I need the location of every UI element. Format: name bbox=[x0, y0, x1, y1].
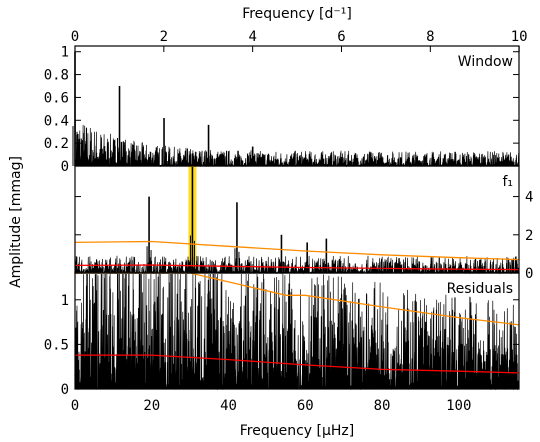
x-top-tick-label-4: 8 bbox=[426, 29, 434, 45]
spectrum-trace bbox=[74, 255, 520, 275]
x-bottom-tick-label-3: 60 bbox=[297, 398, 314, 414]
panel-frame-3 bbox=[74, 272, 520, 390]
x-top-tick-label-3: 6 bbox=[337, 29, 345, 45]
panel-label-2: f₁ bbox=[502, 174, 513, 190]
x-top-tick-label-5: 10 bbox=[511, 29, 528, 45]
spectrum-trace bbox=[74, 119, 520, 168]
y-tick-label-3-0: 0 bbox=[61, 382, 69, 398]
y-tick-right-label-2-0: 0 bbox=[525, 266, 533, 282]
x-top-tick-label-2: 4 bbox=[248, 29, 256, 45]
x-bottom-tick-label-0: 0 bbox=[71, 398, 79, 414]
x-bottom-tick-label-5: 100 bbox=[446, 398, 471, 414]
y-tick-label-3-1: 0.5 bbox=[44, 337, 69, 353]
y-tick-label-1-0: 0 bbox=[61, 159, 69, 175]
y-tick-right-label-2-2: 4 bbox=[525, 190, 533, 206]
x-bottom-tick-label-4: 80 bbox=[374, 398, 391, 414]
x-bottom-tick-label-2: 40 bbox=[220, 398, 237, 414]
detection-threshold-curve bbox=[74, 240, 520, 261]
panel-2 bbox=[74, 166, 520, 275]
x-bottom-tick-label-1: 20 bbox=[143, 398, 160, 414]
y-tick-label-1-1: 0.2 bbox=[44, 136, 69, 152]
y-tick-label-1-5: 1 bbox=[61, 45, 69, 61]
y-tick-label-1-4: 0.8 bbox=[44, 68, 69, 84]
panel-label-3: Residuals bbox=[447, 281, 513, 297]
y-tick-right-label-2-1: 2 bbox=[525, 228, 533, 244]
mean-noise-curve bbox=[75, 354, 520, 374]
y-tick-label-3-2: 1 bbox=[61, 293, 69, 309]
y-tick-label-1-2: 0.4 bbox=[44, 113, 69, 129]
x-top-tick-label-1: 2 bbox=[160, 29, 168, 45]
y-axis-label: Amplitude [mmag] bbox=[8, 156, 24, 288]
panel-1 bbox=[72, 51, 520, 168]
bottom-x-axis-label: Frequency [μHz] bbox=[240, 423, 354, 439]
y-tick-label-1-3: 0.6 bbox=[44, 90, 69, 106]
panels-group bbox=[72, 51, 520, 391]
panel-label-1: Window bbox=[458, 54, 513, 70]
axes-group: Window00.20.40.60.81f₁024Residuals00.510… bbox=[44, 29, 534, 414]
top-x-axis-label: Frequency [d⁻¹] bbox=[242, 6, 352, 22]
x-top-tick-label-0: 0 bbox=[71, 29, 79, 45]
